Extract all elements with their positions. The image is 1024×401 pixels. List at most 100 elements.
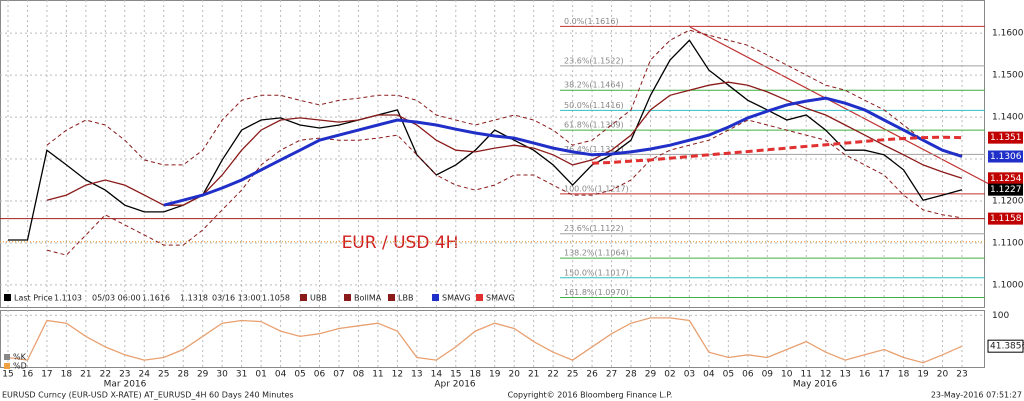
month-label: Mar 2016 — [104, 380, 147, 390]
series-line — [592, 135, 963, 165]
x-tick-label: 08 — [353, 370, 365, 380]
x-tick-label: 18 — [61, 370, 73, 380]
x-tick-label: 23 — [119, 370, 130, 380]
month-label: Apr 2016 — [434, 380, 476, 390]
x-tick-label: 30 — [216, 370, 228, 380]
x-tick-label: 31 — [236, 370, 247, 380]
last-value-label: 1.1227 — [990, 185, 1022, 195]
x-tick-label: 26 — [586, 370, 598, 380]
last-value-box — [988, 172, 1023, 185]
footer-center: Copyright© 2016 Bloomberg Finance L.P. — [508, 391, 673, 400]
x-tick-label: 22 — [547, 370, 558, 380]
last-value-label: 41.3856 — [990, 342, 1024, 352]
x-tick-label: 05 — [294, 370, 305, 380]
last-value-label: 1.1306 — [990, 152, 1022, 162]
x-tick-label: 15 — [450, 370, 461, 380]
x-tick-label: 29 — [197, 370, 209, 380]
x-tick-label: 11 — [801, 370, 812, 380]
legend-swatch — [388, 294, 395, 301]
x-tick-label: 01 — [255, 370, 266, 380]
legend: 1.1103 05/03 06:00 1.1616 1.1318 03/16 1… — [54, 294, 290, 303]
fib-label: 0.0%(1.1616) — [564, 17, 619, 26]
x-tick-label: 25 — [158, 370, 169, 380]
legend-swatch — [4, 294, 11, 301]
last-value-label: 1.1158 — [990, 214, 1022, 224]
y-tick-label: 1.1500 — [992, 71, 1024, 81]
legend-label: %K — [13, 353, 27, 362]
legend-swatch — [344, 294, 351, 301]
legend-swatch — [300, 294, 307, 301]
y-tick-label: 1.1000 — [992, 280, 1024, 290]
x-tick-label: 05 — [723, 370, 734, 380]
fib-label: 76.4%(1.1311) — [564, 145, 624, 154]
x-tick-label: 27 — [606, 370, 617, 380]
series-line — [8, 39, 963, 241]
x-tick-label: 13 — [839, 370, 850, 380]
y-tick-label: 1.1600 — [992, 29, 1024, 39]
x-tick-label: 19 — [917, 370, 929, 380]
x-tick-label: 16 — [859, 370, 871, 380]
fib-label: 61.8%(1.1369) — [564, 121, 624, 130]
legend-value: 1.1318 — [180, 294, 208, 303]
x-tick-label: 28 — [625, 370, 637, 380]
x-tick-label: 17 — [878, 370, 889, 380]
series-line — [46, 29, 963, 166]
y-tick-label: 1.1100 — [992, 238, 1024, 248]
x-tick-label: 06 — [314, 370, 326, 380]
x-tick-label: 21 — [80, 370, 91, 380]
legend-swatch — [4, 363, 10, 369]
x-tick-label: 19 — [489, 370, 501, 380]
x-tick-label: 23 — [956, 370, 967, 380]
legend-label: Last Price — [14, 294, 53, 303]
fib-label: 23.6%(1.1122) — [564, 224, 624, 233]
legend-label: SMAVG — [442, 294, 471, 303]
legend-value: 05/03 06:00 — [92, 294, 141, 303]
x-tick-label: 29 — [645, 370, 657, 380]
legend-label: UBB — [310, 294, 327, 303]
legend-value: 1.1103 — [54, 294, 82, 303]
legend-value: 1.1616 — [142, 294, 170, 303]
month-label: May 2016 — [793, 380, 838, 390]
x-tick-label: 12 — [392, 370, 403, 380]
x-tick-label: 18 — [470, 370, 482, 380]
legend-swatch — [476, 294, 483, 301]
footer-right: 23-May-2016 07:51:27 — [931, 391, 1022, 400]
fib-label: 150.0%(1.1017) — [564, 268, 629, 277]
series-line — [163, 96, 963, 207]
x-tick-label: 28 — [177, 370, 189, 380]
lower-panel-frame — [0, 310, 985, 368]
fib-label: 161.8%(1.0970) — [564, 288, 629, 297]
x-tick-label: 06 — [742, 370, 754, 380]
footer-left: EURUSD Curncy (EUR-USD X-RATE) AT_EURUSD… — [2, 391, 294, 400]
y-tick-label: 1.1400 — [992, 113, 1024, 123]
legend-value: 1.1058 — [262, 294, 290, 303]
x-tick-label: 22 — [100, 370, 111, 380]
x-tick-label: 20 — [937, 370, 949, 380]
x-tick-label: 02 — [664, 370, 675, 380]
legend-label: %D — [13, 362, 27, 371]
legend-swatch — [432, 294, 439, 301]
fib-label: 138.2%(1.1064) — [564, 249, 629, 258]
x-tick-label: 18 — [898, 370, 910, 380]
x-tick-label: 07 — [333, 370, 344, 380]
x-tick-label: 10 — [781, 370, 793, 380]
x-tick-label: 13 — [411, 370, 422, 380]
last-value-box — [988, 150, 1023, 163]
x-tick-label: 20 — [508, 370, 520, 380]
x-tick-label: 04 — [703, 370, 715, 380]
x-tick-label: 21 — [528, 370, 539, 380]
series-line — [7, 317, 963, 364]
x-tick-label: 14 — [431, 370, 443, 380]
legend-label: LBB — [398, 294, 413, 303]
last-value-label: 1.1254 — [990, 174, 1022, 184]
last-value-box — [988, 212, 1023, 225]
x-tick-label: 24 — [139, 370, 151, 380]
fib-label: 38.2%(1.1464) — [564, 81, 624, 90]
fib-label: 23.6%(1.1522) — [564, 56, 624, 65]
x-tick-label: 03 — [684, 370, 695, 380]
last-value-label: 1.1351 — [990, 133, 1022, 143]
fib-label: 50.0%(1.1416) — [564, 101, 624, 110]
x-tick-label: 15 — [2, 370, 13, 380]
x-tick-label: 16 — [22, 370, 34, 380]
legend-value: 03/16 13:00 — [212, 294, 261, 303]
